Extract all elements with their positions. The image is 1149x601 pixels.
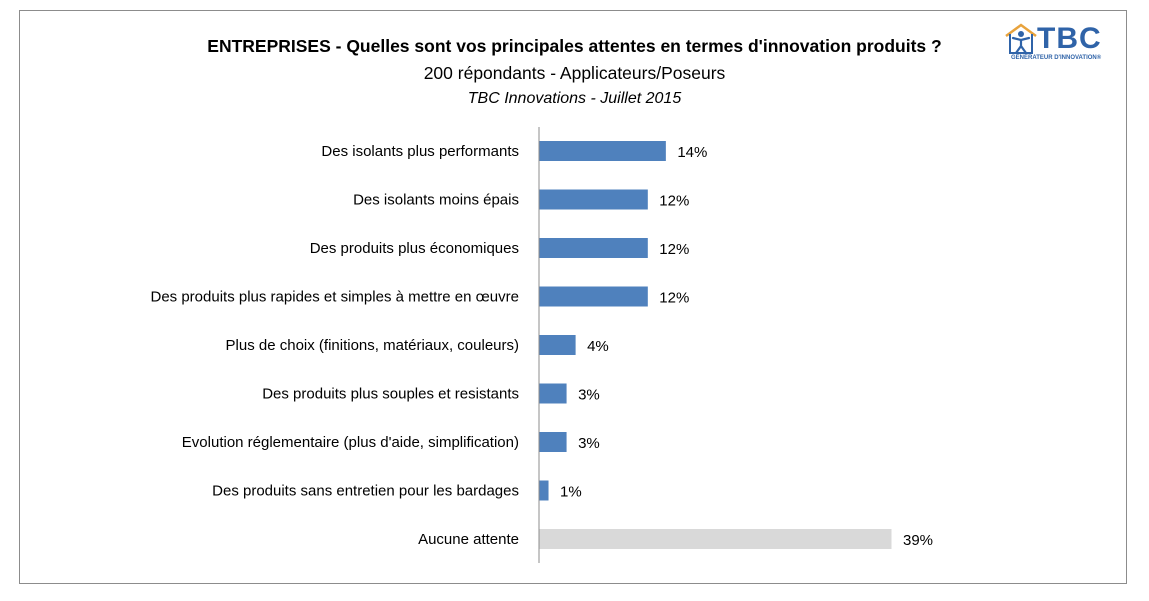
category-label: Plus de choix (finitions, matériaux, cou… <box>226 337 519 354</box>
tbc-logo: TBC GÉNÉRATEUR D'INNOVATION® <box>1003 22 1115 66</box>
bar <box>539 529 892 549</box>
category-label: Des isolants plus performants <box>321 143 519 160</box>
data-label: 12% <box>659 241 689 258</box>
category-label: Des isolants moins épais <box>353 192 519 209</box>
data-label: 1% <box>560 484 582 501</box>
category-label: Des produits plus rapides et simples à m… <box>151 289 520 306</box>
data-label: 12% <box>659 193 689 210</box>
bar <box>539 383 567 404</box>
bar <box>539 238 648 258</box>
category-label: Des produits plus économiques <box>310 240 519 257</box>
data-label: 39% <box>903 532 933 549</box>
category-label: Des produits sans entretien pour les bar… <box>212 483 519 500</box>
bar <box>539 480 549 501</box>
data-label: 3% <box>578 435 600 452</box>
bar <box>539 432 567 452</box>
category-label: Des produits plus souples et resistants <box>262 386 519 403</box>
chart-subtitle: 200 répondants - Applicateurs/Poseurs <box>423 63 726 83</box>
data-label: 3% <box>578 387 600 404</box>
category-label: Evolution réglementaire (plus d'aide, si… <box>182 434 519 451</box>
bar <box>539 335 576 355</box>
data-label: 4% <box>587 338 609 355</box>
data-label: 12% <box>659 290 689 307</box>
logo-tagline: GÉNÉRATEUR D'INNOVATION® <box>1011 55 1102 61</box>
chart-subtitle-2: TBC Innovations - Juillet 2015 <box>467 90 682 107</box>
bar <box>539 141 666 161</box>
chart-title: ENTREPRISES - Quelles sont vos principal… <box>207 36 942 56</box>
category-label: Aucune attente <box>418 531 519 548</box>
person-house-icon <box>1005 23 1037 55</box>
logo-text: TBC <box>1037 22 1102 55</box>
bar <box>539 286 648 307</box>
data-label: 14% <box>677 144 707 161</box>
bar <box>539 189 648 210</box>
